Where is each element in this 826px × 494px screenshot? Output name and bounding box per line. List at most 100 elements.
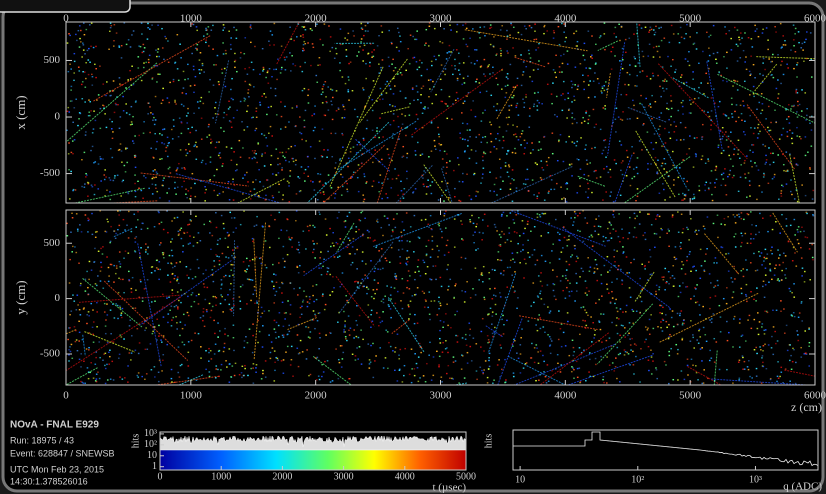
hit xyxy=(134,174,136,175)
hit xyxy=(225,86,227,87)
hit xyxy=(448,252,450,253)
hit xyxy=(562,290,564,291)
hit xyxy=(121,317,123,318)
hit xyxy=(387,368,389,369)
hit xyxy=(575,213,577,214)
hit xyxy=(350,148,352,149)
hit xyxy=(128,211,130,212)
hit xyxy=(637,118,639,119)
hit xyxy=(211,358,213,359)
hit xyxy=(236,71,238,72)
hit xyxy=(144,47,146,48)
hit xyxy=(628,333,630,334)
info-event: Event: 628847 / SNEWSB xyxy=(10,448,115,458)
hit xyxy=(220,288,222,289)
hit xyxy=(634,213,636,214)
hit xyxy=(736,104,738,105)
hit xyxy=(395,273,397,274)
hit xyxy=(390,308,392,309)
hit xyxy=(244,100,246,101)
hit xyxy=(275,88,277,89)
hit xyxy=(735,233,737,234)
hit xyxy=(722,80,724,81)
hit xyxy=(442,327,444,328)
hit xyxy=(800,347,802,348)
hit xyxy=(131,121,133,122)
hit xyxy=(690,320,692,321)
hit xyxy=(81,159,83,160)
hit xyxy=(792,361,794,362)
hit xyxy=(216,227,218,228)
hit xyxy=(677,353,679,354)
hit xyxy=(622,119,624,120)
hit xyxy=(186,197,188,198)
hit xyxy=(777,280,779,281)
hit xyxy=(735,222,737,223)
hit xyxy=(88,112,90,113)
hit xyxy=(284,57,286,58)
hit xyxy=(171,250,173,251)
hit xyxy=(83,382,85,383)
hit xyxy=(356,55,358,56)
hit xyxy=(86,314,88,315)
hit xyxy=(656,233,658,234)
hit xyxy=(787,136,789,137)
hit xyxy=(164,128,166,129)
hit xyxy=(381,301,383,302)
hit xyxy=(679,313,681,314)
hit xyxy=(498,359,500,360)
hit xyxy=(299,252,301,253)
hit xyxy=(441,89,443,90)
hit xyxy=(321,376,323,377)
hit xyxy=(669,196,671,197)
hit xyxy=(321,364,323,365)
hit xyxy=(633,105,635,106)
hit xyxy=(677,110,679,111)
hit xyxy=(296,36,298,37)
hit xyxy=(464,377,466,378)
hit xyxy=(176,305,178,306)
hit xyxy=(473,242,475,243)
hit xyxy=(720,223,722,224)
hit xyxy=(633,364,635,365)
hit xyxy=(288,236,290,237)
hit xyxy=(105,176,107,177)
hit xyxy=(698,343,700,344)
hit xyxy=(342,104,344,105)
hit xyxy=(721,138,723,139)
hit xyxy=(86,348,88,349)
hit xyxy=(418,259,420,260)
hit xyxy=(782,128,784,129)
hit xyxy=(87,59,89,60)
hit xyxy=(809,248,811,249)
hit xyxy=(302,90,304,91)
hit xyxy=(710,182,712,183)
hit xyxy=(167,274,169,275)
hit xyxy=(429,88,431,89)
hit xyxy=(81,84,83,85)
hit xyxy=(659,193,661,194)
hit xyxy=(143,175,145,176)
hit xyxy=(219,264,221,265)
hit xyxy=(191,294,193,295)
hit xyxy=(361,363,363,364)
hit xyxy=(681,339,683,340)
hit xyxy=(172,273,174,274)
hit xyxy=(156,56,158,57)
hit xyxy=(710,297,712,298)
hit xyxy=(120,143,122,144)
hit xyxy=(740,177,742,178)
hit xyxy=(314,328,316,329)
hit xyxy=(618,116,620,117)
hit xyxy=(655,294,657,295)
hit xyxy=(730,131,732,132)
hit xyxy=(677,33,679,34)
hit xyxy=(121,181,123,182)
hit xyxy=(582,271,584,272)
x-tick-label: 0 xyxy=(158,471,163,482)
hit xyxy=(755,270,757,271)
hit xyxy=(284,318,286,319)
hit xyxy=(540,290,542,291)
hit xyxy=(748,214,750,215)
hit xyxy=(689,254,691,255)
